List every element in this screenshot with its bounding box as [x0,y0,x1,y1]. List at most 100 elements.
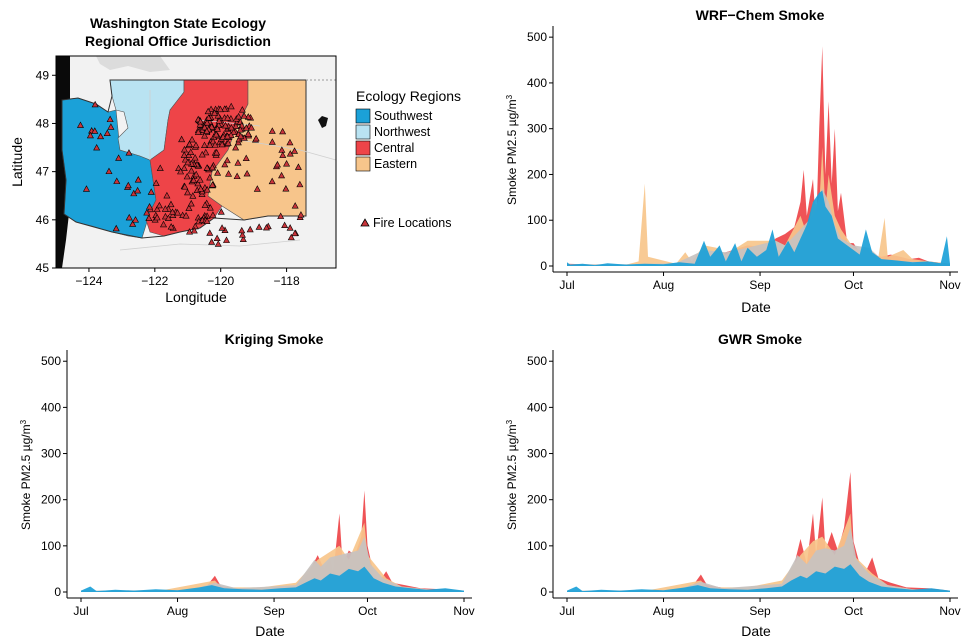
y-tick-label: 300 [527,447,547,461]
fire-marker [184,188,192,196]
fire-marker [147,188,155,195]
kriging-chart: Kriging Smoke 0 100 200 300 400 500 Jul Aug Sep Oc… [19,331,475,639]
series-area-1 [567,147,950,266]
fire-marker [107,123,115,130]
fire-marker [297,211,305,218]
map-y-axis: 45 46 47 48 49 [36,68,56,275]
fire-marker [204,107,212,115]
fire-marker [91,127,99,134]
fire-marker [214,240,222,247]
fire-marker [106,115,114,123]
fire-marker [187,167,195,174]
map-ylabel: Latitude [9,137,25,187]
x-tick-label: Nov [939,278,960,292]
fire-marker [187,148,195,155]
fire-marker [86,131,94,139]
fire-marker [215,117,223,124]
y-axis-label-superscript: 3 [505,419,514,424]
fire-marker [279,151,287,158]
fire-marker [182,212,190,219]
fire-marker [242,124,250,131]
fire-marker [224,139,232,146]
legend-swatch-central [355,140,371,156]
fire-marker [169,208,177,215]
fire-marker [242,154,250,162]
y-tick-label: 400 [527,76,547,90]
fire-marker [296,180,304,188]
fire-marker [268,177,276,185]
series-area-0 [81,490,464,592]
fire-marker [221,160,229,168]
x-tick-label: Aug [653,604,674,618]
fire-marker [125,213,133,221]
fire-marker [208,123,216,130]
fire-marker [145,214,153,222]
fire-marker [178,135,186,143]
fire-marker [180,151,188,158]
road-lines [119,90,337,251]
legend-label-central: Central [374,141,414,155]
fire-marker [211,109,219,116]
series-area-3 [81,566,464,592]
fire-marker [213,148,221,156]
fire-marker [227,131,235,138]
series-area-0 [567,472,950,592]
fire-marker [181,183,189,190]
fire-legend-label: Fire Locations [373,216,452,230]
fire-marker [203,164,211,171]
fire-marker [91,100,99,108]
fire-marker [247,124,255,131]
fire-marker [185,204,193,211]
fire-marker [153,213,161,221]
map-x-axis: −124 −122 −120 −118 [75,268,300,288]
legend-title: Ecology Regions [356,88,461,104]
y-tick-label: 300 [527,122,547,136]
x-tick-label: Sep [263,604,285,618]
map-xtick-label: −118 [274,274,300,288]
fire-marker [131,216,139,223]
legend-swatch-southwest [355,108,371,124]
x-tick-label: Oct [844,604,863,618]
fire-marker [180,164,188,171]
series-area-2 [567,527,950,592]
fire-marker [240,112,248,119]
series-area-0 [567,46,950,266]
fire-marker [203,119,211,126]
chart-title: WRF−Chem Smoke [696,7,825,23]
fire-marker [191,154,199,161]
series-area-1 [567,513,950,592]
fire-marker [243,169,251,177]
map-ytick-label: 47 [36,165,50,179]
x-tick-label: Aug [167,604,188,618]
x-axis-label: Date [741,623,771,639]
fire-marker [82,185,90,192]
fire-marker [197,185,205,192]
chart-title: Kriging Smoke [225,331,324,347]
fire-marker [201,123,209,131]
fire-marker [206,141,214,148]
fire-marker [167,223,175,230]
fire-marker [230,128,238,135]
y-tick-label: 0 [540,259,547,273]
fire-marker [161,205,169,212]
fire-marker [196,176,204,183]
fire-marker [153,205,161,212]
fire-marker [143,208,151,216]
fire-marker [188,135,196,143]
fire-marker [203,127,211,134]
fire-marker [244,130,252,137]
fire-marker [291,229,299,237]
fire-marker [202,148,210,156]
fire-marker [209,181,217,188]
fire-marker [163,191,171,199]
x-tick-label: Aug [653,278,674,292]
fire-marker [194,179,202,187]
map-xlabel: Longitude [165,289,227,305]
fire-marker [286,138,294,146]
fire-marker [185,140,194,147]
fire-marker [217,208,225,215]
x-tick-label: Sep [749,604,771,618]
y-axis-label-superscript: 3 [19,419,28,424]
y-tick-label: 300 [41,447,61,461]
fire-marker [93,143,101,151]
